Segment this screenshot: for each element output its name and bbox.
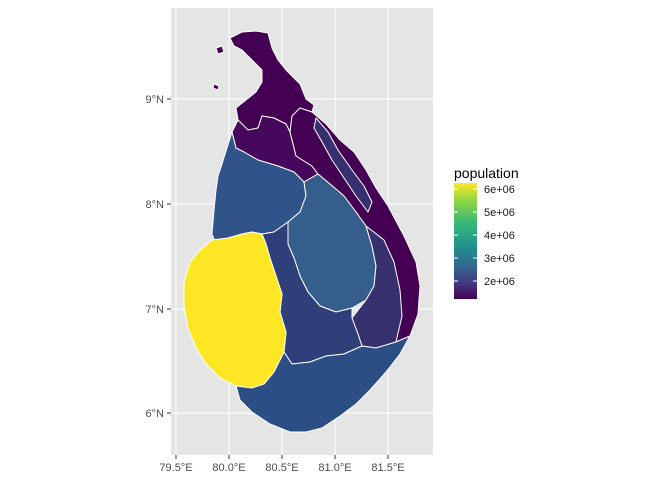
y-axis-labels: 9°N 8°N 7°N 6°N bbox=[146, 94, 165, 420]
legend-label: 5e+06 bbox=[484, 207, 515, 219]
region-southern[interactable] bbox=[235, 335, 411, 433]
x-tick-label: 80.5°E bbox=[265, 462, 298, 474]
legend-title: population bbox=[454, 165, 519, 181]
region-eastern-inner bbox=[313, 117, 373, 213]
y-tick-label: 7°N bbox=[146, 304, 165, 316]
x-axis-labels: 79.5°E 80.0°E 80.5°E 81.0°E 81.5°E bbox=[159, 462, 404, 474]
x-tick-label: 81.0°E bbox=[318, 462, 351, 474]
y-tick-label: 9°N bbox=[146, 94, 165, 106]
legend-colorbar bbox=[454, 183, 477, 299]
legend-label: 2e+06 bbox=[484, 276, 515, 288]
legend-label: 3e+06 bbox=[484, 253, 515, 265]
legend-label: 4e+06 bbox=[484, 230, 515, 242]
x-tick-label: 81.5°E bbox=[371, 462, 404, 474]
y-tick-label: 8°N bbox=[146, 199, 165, 211]
region-northern-islands bbox=[212, 45, 225, 91]
axis-ticks bbox=[167, 98, 389, 459]
x-tick-label: 80.0°E bbox=[212, 462, 245, 474]
x-tick-label: 79.5°E bbox=[159, 462, 192, 474]
legend-label: 6e+06 bbox=[484, 184, 515, 196]
regions bbox=[183, 30, 421, 433]
y-tick-label: 6°N bbox=[146, 408, 165, 420]
legend: population 6e+06 5e+06 4e+06 3e+06 2e+06 bbox=[454, 165, 519, 299]
